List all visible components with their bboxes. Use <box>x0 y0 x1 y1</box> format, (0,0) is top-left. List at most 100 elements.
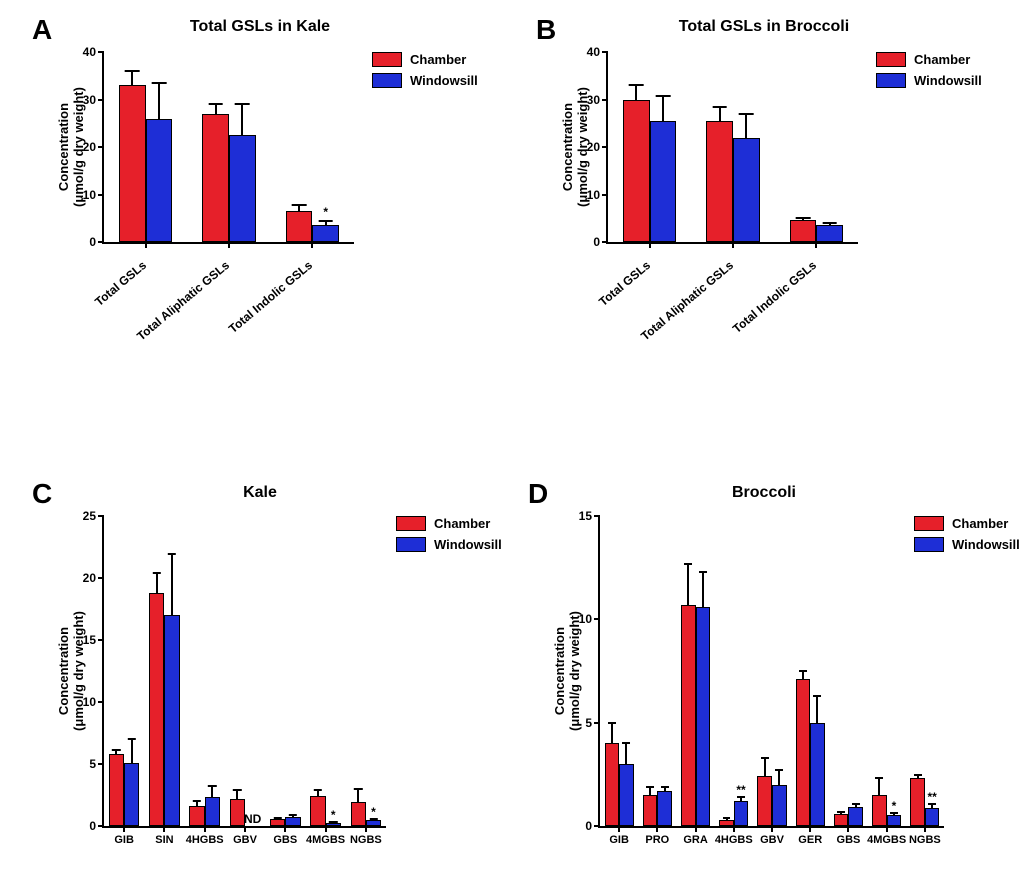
ytick <box>98 639 104 641</box>
bar <box>351 802 366 826</box>
bar <box>733 138 760 243</box>
legend-label: Chamber <box>952 516 1008 531</box>
xtick <box>649 242 651 248</box>
error-cap <box>656 95 671 97</box>
bar <box>643 795 658 826</box>
panel-A: ATotal GSLs in Kale010203040Total GSLsTo… <box>10 8 510 388</box>
ytick <box>98 241 104 243</box>
ytick <box>602 99 608 101</box>
xtick <box>204 826 206 832</box>
error-cap <box>837 811 845 813</box>
bar <box>270 819 285 826</box>
ytick <box>98 515 104 517</box>
ytick-label: 0 <box>89 819 96 833</box>
bar <box>696 607 711 826</box>
x-category: PRO <box>645 834 669 846</box>
error-cap <box>875 777 883 779</box>
x-category: 4HGBS <box>715 834 753 846</box>
bar <box>623 100 650 243</box>
x-category: 4MGBS <box>306 834 345 846</box>
legend-swatch <box>396 537 426 552</box>
x-category: GBS <box>273 834 297 846</box>
error-cap <box>799 670 807 672</box>
xtick <box>924 826 926 832</box>
chart-title: Total GSLs in Kale <box>10 18 510 36</box>
xtick <box>656 826 658 832</box>
x-category: GBV <box>760 834 784 846</box>
panel-B: BTotal GSLs in Broccoli010203040Total GS… <box>514 8 1014 388</box>
error-bar <box>778 770 780 784</box>
annotation: ND <box>244 812 261 826</box>
xtick <box>244 826 246 832</box>
bar <box>757 776 772 826</box>
plot-area: 010203040Total GSLsTotal Aliphatic GSLsT… <box>606 52 858 244</box>
ylabel-line2: (μmol/g dry weight) <box>71 516 86 826</box>
error-bar <box>662 96 664 121</box>
bar <box>109 754 124 826</box>
xtick <box>809 826 811 832</box>
bar <box>706 121 733 242</box>
error-cap <box>125 70 140 72</box>
bar <box>848 807 863 826</box>
bar <box>310 796 325 826</box>
plot-area: 010203040Total GSLsTotal Aliphatic GSLsT… <box>102 52 354 244</box>
chart-title: Kale <box>10 484 510 502</box>
ytick <box>602 51 608 53</box>
error-cap <box>233 789 241 791</box>
bar <box>230 799 245 826</box>
annotation: ** <box>927 790 936 804</box>
ytick <box>98 825 104 827</box>
error-bar <box>156 573 158 593</box>
bar <box>816 225 843 242</box>
annotation: * <box>323 205 328 219</box>
error-bar <box>764 758 766 777</box>
y-axis-label: Concentration(μmol/g dry weight) <box>552 516 582 826</box>
error-bar <box>236 790 238 799</box>
error-bar <box>649 787 651 795</box>
bar <box>925 808 940 826</box>
error-cap <box>822 222 837 224</box>
x-category: GBV <box>233 834 257 846</box>
xtick <box>123 826 125 832</box>
error-cap <box>775 769 783 771</box>
legend: ChamberWindowsill <box>914 516 1020 558</box>
panel-C: CKale0510152025GIBSIN4HGBSGBVGBS4MGBSNGB… <box>10 472 510 872</box>
error-cap <box>235 103 250 105</box>
error-bar <box>131 739 133 763</box>
bar <box>681 605 696 826</box>
ytick <box>98 701 104 703</box>
xtick <box>163 826 165 832</box>
annotation: * <box>892 799 897 813</box>
error-cap <box>273 817 281 819</box>
bar <box>734 801 749 826</box>
error-cap <box>712 106 727 108</box>
ytick <box>594 825 600 827</box>
x-category: 4HGBS <box>186 834 224 846</box>
error-bar <box>158 83 160 119</box>
annotation: * <box>371 805 376 819</box>
bar <box>910 778 925 826</box>
bar <box>605 743 620 826</box>
ytick <box>98 763 104 765</box>
error-bar <box>878 778 880 795</box>
ytick <box>594 515 600 517</box>
error-cap <box>354 788 362 790</box>
ytick <box>98 99 104 101</box>
xtick <box>145 242 147 248</box>
bar <box>285 817 300 826</box>
bar <box>146 119 173 243</box>
legend-row: Chamber <box>914 516 1020 531</box>
y-axis-label: Concentration(μmol/g dry weight) <box>560 52 590 242</box>
x-category: SIN <box>155 834 173 846</box>
error-cap <box>852 803 860 805</box>
error-cap <box>684 563 692 565</box>
x-category: GBS <box>837 834 861 846</box>
bar <box>834 814 849 826</box>
error-cap <box>318 220 333 222</box>
legend-label: Windowsill <box>914 73 982 88</box>
error-bar <box>687 564 689 605</box>
error-cap <box>208 103 223 105</box>
ytick <box>602 146 608 148</box>
xtick <box>695 826 697 832</box>
error-cap <box>168 553 176 555</box>
